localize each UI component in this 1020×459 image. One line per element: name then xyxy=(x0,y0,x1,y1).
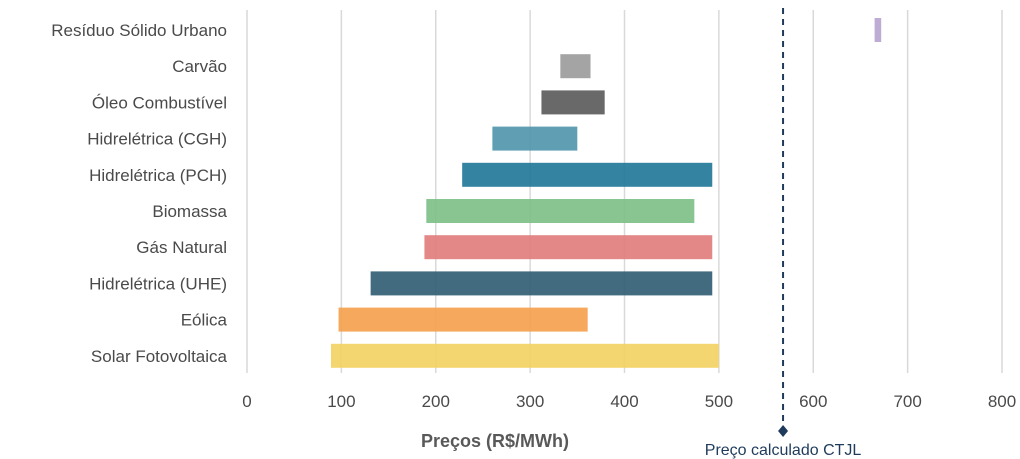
x-tick-label: 500 xyxy=(705,392,733,411)
category-labels: Resíduo Sólido Urbano Carvão Óleo Combustí… xyxy=(51,21,227,366)
category-label: Óleo Combustível xyxy=(92,93,227,112)
range-bar xyxy=(560,54,591,79)
x-tick-label: 200 xyxy=(422,392,450,411)
x-tick-label: 300 xyxy=(516,392,544,411)
range-bar xyxy=(426,199,695,223)
reference-line-group: Preço calculado CTJL xyxy=(705,8,862,459)
x-tick-label: 100 xyxy=(327,392,355,411)
range-bar xyxy=(370,271,713,296)
category-label: Resíduo Sólido Urbano xyxy=(51,21,227,40)
range-bars xyxy=(330,18,882,368)
range-bar xyxy=(541,90,605,115)
x-tick-label: 600 xyxy=(799,392,827,411)
range-bar xyxy=(874,18,882,42)
category-label: Biomassa xyxy=(152,202,227,221)
range-bar xyxy=(492,126,578,151)
reference-marker xyxy=(778,425,789,437)
x-axis-title: Preços (R$/MWh) xyxy=(421,431,569,451)
x-tick-label: 400 xyxy=(610,392,638,411)
category-label: Hidrelétrica (CGH) xyxy=(87,130,227,149)
category-label: Carvão xyxy=(172,57,227,76)
x-tick-labels: 0 100 200 300 400 500 600 700 800 xyxy=(242,392,1016,411)
range-bar xyxy=(462,162,713,187)
gridlines xyxy=(246,10,1003,373)
range-bar xyxy=(330,343,719,368)
category-label: Hidrelétrica (UHE) xyxy=(89,274,227,293)
x-tick-label: 700 xyxy=(893,392,921,411)
category-label: Eólica xyxy=(181,311,228,330)
category-label: Hidrelétrica (PCH) xyxy=(89,166,227,185)
range-bar xyxy=(424,235,713,260)
x-tick-label: 0 xyxy=(242,392,251,411)
reference-line-label: Preço calculado CTJL xyxy=(705,442,862,459)
range-bar xyxy=(338,307,588,332)
x-tick-label: 800 xyxy=(988,392,1016,411)
category-label: Solar Fotovoltaica xyxy=(91,347,228,366)
category-label: Gás Natural xyxy=(136,238,227,257)
